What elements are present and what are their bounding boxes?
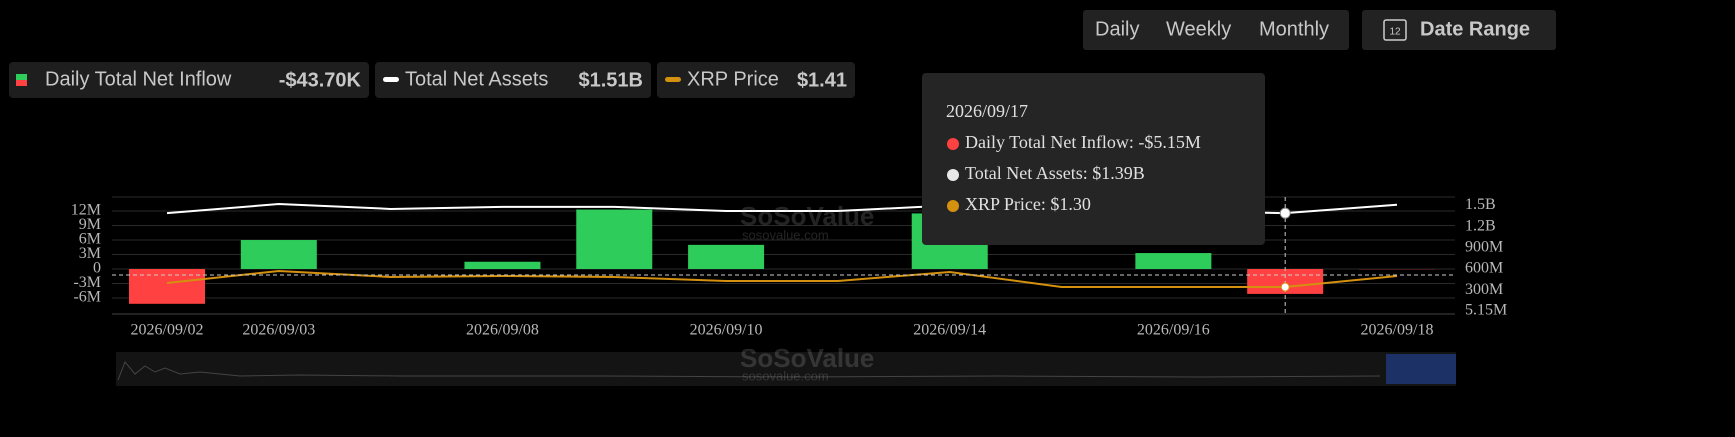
legend-swatch [665, 77, 681, 82]
period-switch [1083, 10, 1349, 50]
legend-label: Daily Total Net Inflow [45, 68, 232, 90]
tooltip-date: 2026/09/17 [946, 101, 1028, 121]
y2-tick-label: 1.5B [1465, 196, 1496, 213]
x-tick-label: 2026/09/02 [131, 322, 204, 339]
tooltip-dot [947, 169, 959, 181]
bar [576, 209, 653, 270]
legend-item [375, 62, 651, 98]
navigator-line [117, 361, 1381, 381]
x-tick-label: 2026/09/18 [1361, 322, 1434, 339]
y-tick-label: 6M [79, 231, 101, 248]
tooltip-dot [947, 200, 959, 212]
date-range-label[interactable]: Date Range [1420, 18, 1530, 40]
watermark-brand: SoSoValue [740, 343, 874, 373]
navigator-window[interactable] [1386, 354, 1456, 384]
legend-swatch [383, 77, 399, 82]
watermark-site: sosovalue.com [742, 368, 829, 383]
y2-tick-label: 5.15M [1465, 302, 1507, 319]
y2-tick-label: 300M [1465, 281, 1503, 298]
y2-tick-label: 600M [1465, 260, 1503, 277]
y2-tick-label: 1.2B [1465, 217, 1496, 234]
watermark-site: sosovalue.com [742, 227, 829, 242]
watermark: SoSoValue sosovalue.com SoSoValue sosova… [740, 201, 874, 384]
y-tick-label: -6M [73, 289, 101, 306]
period-option[interactable]: Monthly [1259, 18, 1329, 40]
hover-point [1280, 282, 1290, 292]
legend-item [657, 62, 855, 98]
bar [129, 269, 205, 304]
period-option[interactable]: Daily [1095, 18, 1139, 40]
tooltip-item: Total Net Assets: $1.39B [965, 163, 1145, 183]
x-tick-label: 2026/09/03 [242, 322, 315, 339]
x-tick-label: 2026/09/16 [1137, 322, 1210, 339]
bar [464, 261, 541, 270]
date-range-button[interactable] [1362, 10, 1556, 50]
tooltip-dot [947, 138, 959, 150]
legend-value: -$43.70K [279, 69, 362, 91]
calendar-day: 12 [1389, 27, 1401, 38]
legend-value: $1.41 [797, 69, 847, 91]
y-tick-label: 12M [71, 202, 101, 219]
tooltip-item: Daily Total Net Inflow: -$5.15M [965, 132, 1201, 152]
legend-item [9, 62, 369, 98]
hover-point [1279, 207, 1291, 219]
bar [240, 240, 317, 270]
x-tick-label: 2026/09/10 [690, 322, 763, 339]
x-tick-label: 2026/09/08 [466, 322, 539, 339]
tooltip [922, 73, 1265, 245]
legend-label: Total Net Assets [405, 68, 548, 90]
legend-label: XRP Price [687, 68, 779, 90]
y-tick-label: 0 [93, 260, 101, 277]
bar [1135, 253, 1212, 270]
legend-swatch [16, 80, 27, 86]
legend-value: $1.51B [579, 69, 644, 91]
legend-swatch [16, 74, 27, 80]
watermark-brand: SoSoValue [740, 201, 874, 231]
y-tick-label: 9M [79, 216, 101, 233]
navigator [116, 352, 1456, 386]
calendar-icon [1383, 19, 1407, 41]
y-tick-label: 3M [79, 245, 101, 262]
bar [688, 244, 765, 270]
y2-tick-label: 900M [1465, 238, 1503, 255]
tooltip-item: XRP Price: $1.30 [965, 194, 1091, 214]
x-tick-label: 2026/09/14 [913, 322, 986, 339]
line [166, 269, 1398, 288]
y-tick-label: -3M [73, 274, 101, 291]
period-option[interactable]: Weekly [1166, 18, 1231, 40]
